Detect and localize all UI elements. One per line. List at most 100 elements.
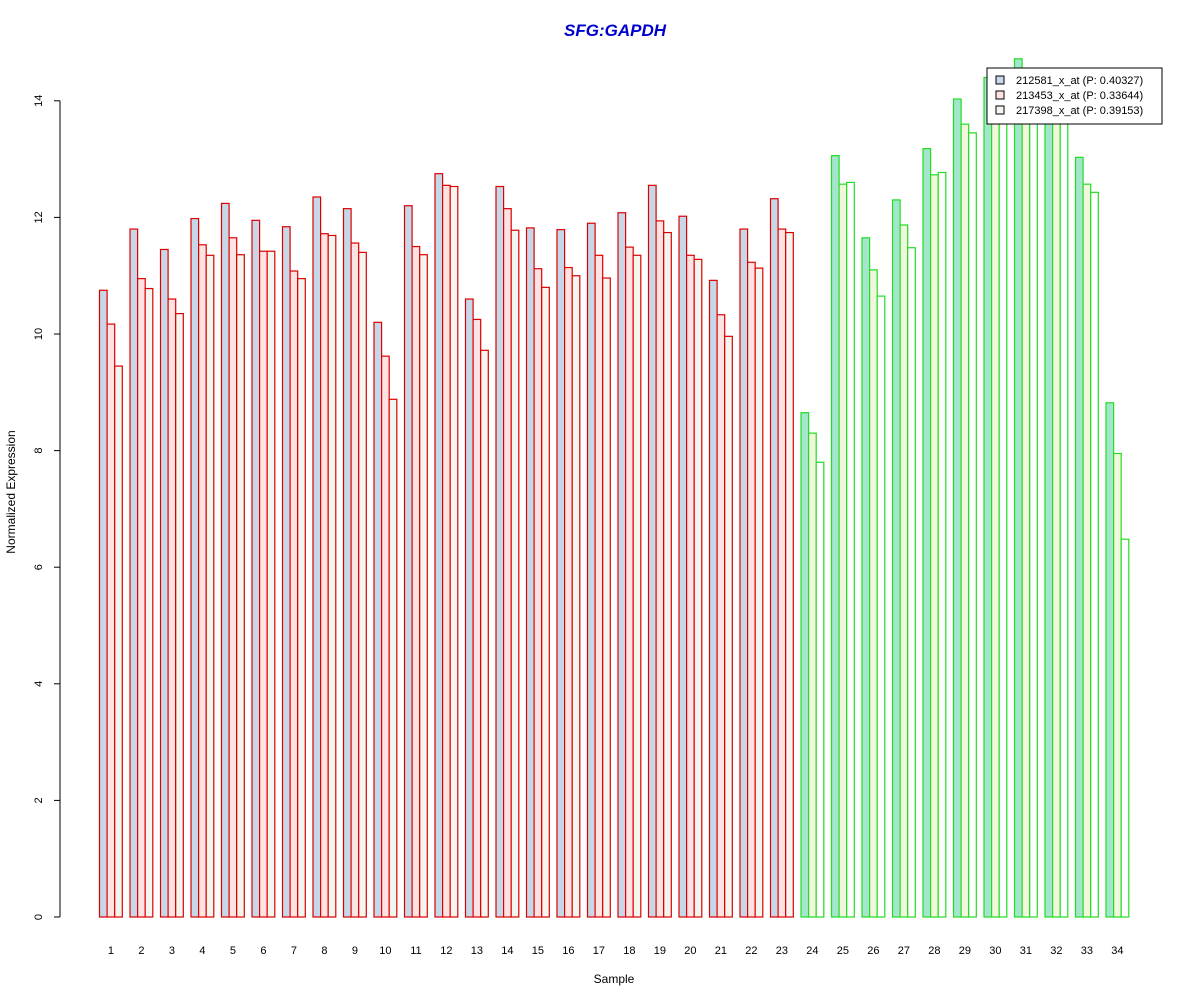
bar-sample-14-series-2 — [503, 208, 512, 918]
bar-sample-11-series-2 — [411, 245, 421, 918]
bar-sample-25-series-3 — [846, 181, 855, 918]
bar-sample-29-series-1 — [952, 98, 962, 918]
x-tick-label: 34 — [1111, 945, 1123, 957]
bar-sample-15-series-1 — [525, 227, 535, 918]
bar-sample-27-series-3 — [907, 247, 916, 918]
bar-sample-20-series-1 — [678, 215, 688, 918]
bar-sample-28-series-1 — [922, 148, 932, 918]
bar-sample-25-series-2 — [838, 183, 848, 918]
bar-sample-14-series-1 — [495, 185, 505, 918]
bar-sample-1-series-1 — [98, 289, 108, 918]
bar-sample-31-series-2 — [1021, 76, 1031, 918]
bar-sample-22-series-1 — [739, 228, 749, 918]
bar-sample-23-series-3 — [785, 231, 794, 918]
bar-sample-3-series-2 — [167, 298, 177, 918]
bar-sample-24-series-1 — [800, 412, 810, 918]
bar-sample-24-series-2 — [807, 432, 817, 918]
x-tick-label: 18 — [623, 945, 635, 957]
bar-sample-18-series-3 — [632, 254, 642, 918]
chart-title: SFG:GAPDH — [564, 21, 667, 40]
bar-sample-12-series-3 — [449, 185, 459, 918]
bar-sample-17-series-3 — [602, 277, 611, 918]
bar-sample-13-series-3 — [480, 349, 489, 918]
x-tick-label: 3 — [169, 945, 175, 957]
x-tick-label: 19 — [654, 945, 666, 957]
x-tick-label: 10 — [379, 945, 391, 957]
bar-sample-21-series-1 — [708, 279, 718, 918]
bar-sample-32-series-3 — [1059, 111, 1069, 918]
bar-sample-6-series-2 — [259, 250, 268, 918]
bar-sample-7-series-3 — [297, 278, 306, 918]
bar-sample-8-series-1 — [312, 196, 322, 918]
bar-sample-12-series-2 — [442, 184, 451, 918]
x-tick-label: 30 — [989, 945, 1001, 957]
bar-sample-18-series-1 — [617, 212, 627, 918]
bar-sample-7-series-2 — [289, 270, 299, 918]
bar-sample-19-series-1 — [647, 184, 657, 918]
x-tick-label: 29 — [959, 945, 971, 957]
bar-sample-30-series-2 — [990, 94, 1000, 918]
legend-swatch-2 — [995, 90, 1005, 100]
bar-sample-13-series-1 — [464, 298, 474, 918]
bar-sample-25-series-1 — [830, 155, 840, 918]
bar-sample-2-series-3 — [144, 287, 154, 918]
bar-sample-14-series-3 — [510, 229, 520, 918]
bar-sample-11-series-3 — [419, 254, 428, 918]
x-axis: 1 2 3 4 5 6 7 8 9 10 11 12 13 14 15 16 17 18 19 20 21 22 23 24 2… — [108, 945, 1124, 957]
y-axis-label: Normalized Expression — [4, 430, 18, 553]
bar-sample-4-series-3 — [205, 254, 215, 918]
bar-sample-19-series-3 — [663, 231, 672, 918]
bar-sample-10-series-2 — [381, 355, 390, 918]
bar-sample-2-series-1 — [129, 228, 139, 918]
bar-sample-26-series-3 — [876, 295, 886, 918]
legend-label-2: 213453_x_at (P: 0.33644) — [1016, 90, 1143, 102]
x-tick-label: 27 — [898, 945, 910, 957]
x-tick-label: 5 — [230, 945, 236, 957]
bar-sample-34-series-2 — [1112, 452, 1122, 918]
legend-swatch-1 — [995, 75, 1005, 85]
bar-sample-24-series-3 — [815, 461, 825, 918]
y-axis: 0 2 4 6 8 10 12 14 — [33, 95, 61, 920]
bar-sample-31-series-3 — [1029, 97, 1038, 918]
bar-sample-29-series-3 — [968, 132, 977, 918]
x-tick-label: 21 — [715, 945, 727, 957]
y-tick-label: 8 — [33, 448, 45, 454]
bar-sample-10-series-1 — [373, 321, 383, 918]
bar-sample-28-series-2 — [929, 174, 939, 918]
bar-sample-9-series-2 — [350, 242, 360, 918]
y-tick-label: 10 — [33, 328, 45, 340]
bar-sample-4-series-2 — [198, 244, 207, 918]
bar-sample-29-series-2 — [960, 123, 970, 918]
y-tick-label: 4 — [33, 681, 45, 687]
bar-sample-16-series-1 — [556, 229, 566, 918]
x-tick-label: 31 — [1020, 945, 1032, 957]
x-tick-label: 14 — [501, 945, 513, 957]
legend-label-3: 217398_x_at (P: 0.39153) — [1016, 105, 1143, 117]
bar-sample-4-series-1 — [190, 217, 200, 918]
x-tick-label: 26 — [867, 945, 879, 957]
bar-sample-33-series-1 — [1074, 156, 1084, 918]
bar-sample-12-series-1 — [434, 173, 444, 918]
bar-sample-15-series-2 — [533, 268, 543, 918]
bar-sample-19-series-2 — [655, 220, 665, 918]
legend-swatch-3 — [995, 105, 1005, 115]
y-tick-label: 14 — [33, 95, 45, 107]
bar-sample-9-series-3 — [358, 251, 367, 918]
bar-sample-15-series-3 — [541, 286, 550, 918]
bar-sample-5-series-2 — [228, 237, 238, 918]
bar-sample-27-series-2 — [899, 224, 909, 918]
x-tick-label: 1 — [108, 945, 114, 957]
y-tick-label: 2 — [33, 797, 45, 803]
bar-sample-20-series-3 — [693, 258, 703, 918]
bar-sample-2-series-2 — [137, 278, 146, 918]
bars — [98, 58, 1130, 918]
bar-sample-23-series-2 — [777, 228, 787, 918]
x-tick-label: 17 — [593, 945, 605, 957]
bar-sample-1-series-3 — [114, 365, 123, 918]
bar-sample-8-series-3 — [327, 234, 337, 918]
y-tick-label: 0 — [33, 914, 45, 920]
x-tick-label: 15 — [532, 945, 544, 957]
bar-sample-32-series-2 — [1051, 90, 1061, 918]
bar-sample-20-series-2 — [685, 254, 695, 918]
